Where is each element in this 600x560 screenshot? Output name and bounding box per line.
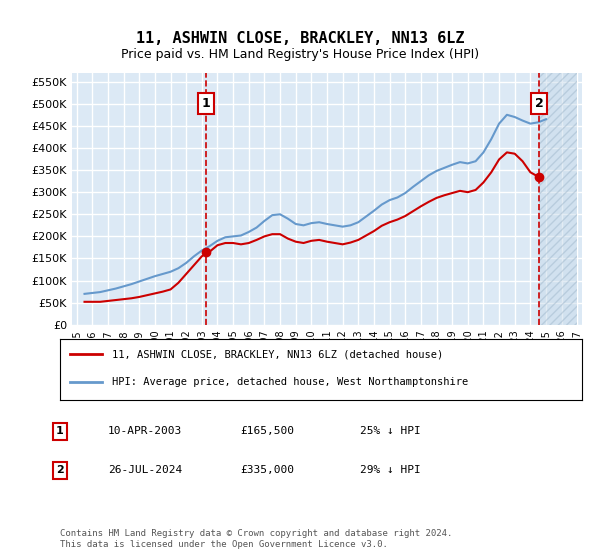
Text: 11, ASHWIN CLOSE, BRACKLEY, NN13 6LZ: 11, ASHWIN CLOSE, BRACKLEY, NN13 6LZ: [136, 31, 464, 46]
Text: 11, ASHWIN CLOSE, BRACKLEY, NN13 6LZ (detached house): 11, ASHWIN CLOSE, BRACKLEY, NN13 6LZ (de…: [112, 349, 443, 359]
Text: 26-JUL-2024: 26-JUL-2024: [108, 465, 182, 475]
Text: Price paid vs. HM Land Registry's House Price Index (HPI): Price paid vs. HM Land Registry's House …: [121, 48, 479, 60]
Text: HPI: Average price, detached house, West Northamptonshire: HPI: Average price, detached house, West…: [112, 377, 469, 387]
Text: 25% ↓ HPI: 25% ↓ HPI: [360, 426, 421, 436]
Text: Contains HM Land Registry data © Crown copyright and database right 2024.
This d: Contains HM Land Registry data © Crown c…: [60, 529, 452, 549]
Text: 29% ↓ HPI: 29% ↓ HPI: [360, 465, 421, 475]
Text: 10-APR-2003: 10-APR-2003: [108, 426, 182, 436]
Bar: [539, 73, 577, 325]
Text: £335,000: £335,000: [240, 465, 294, 475]
Text: 2: 2: [56, 465, 64, 475]
Text: 2: 2: [535, 97, 544, 110]
Text: 1: 1: [56, 426, 64, 436]
Text: 1: 1: [202, 97, 211, 110]
Text: £165,500: £165,500: [240, 426, 294, 436]
